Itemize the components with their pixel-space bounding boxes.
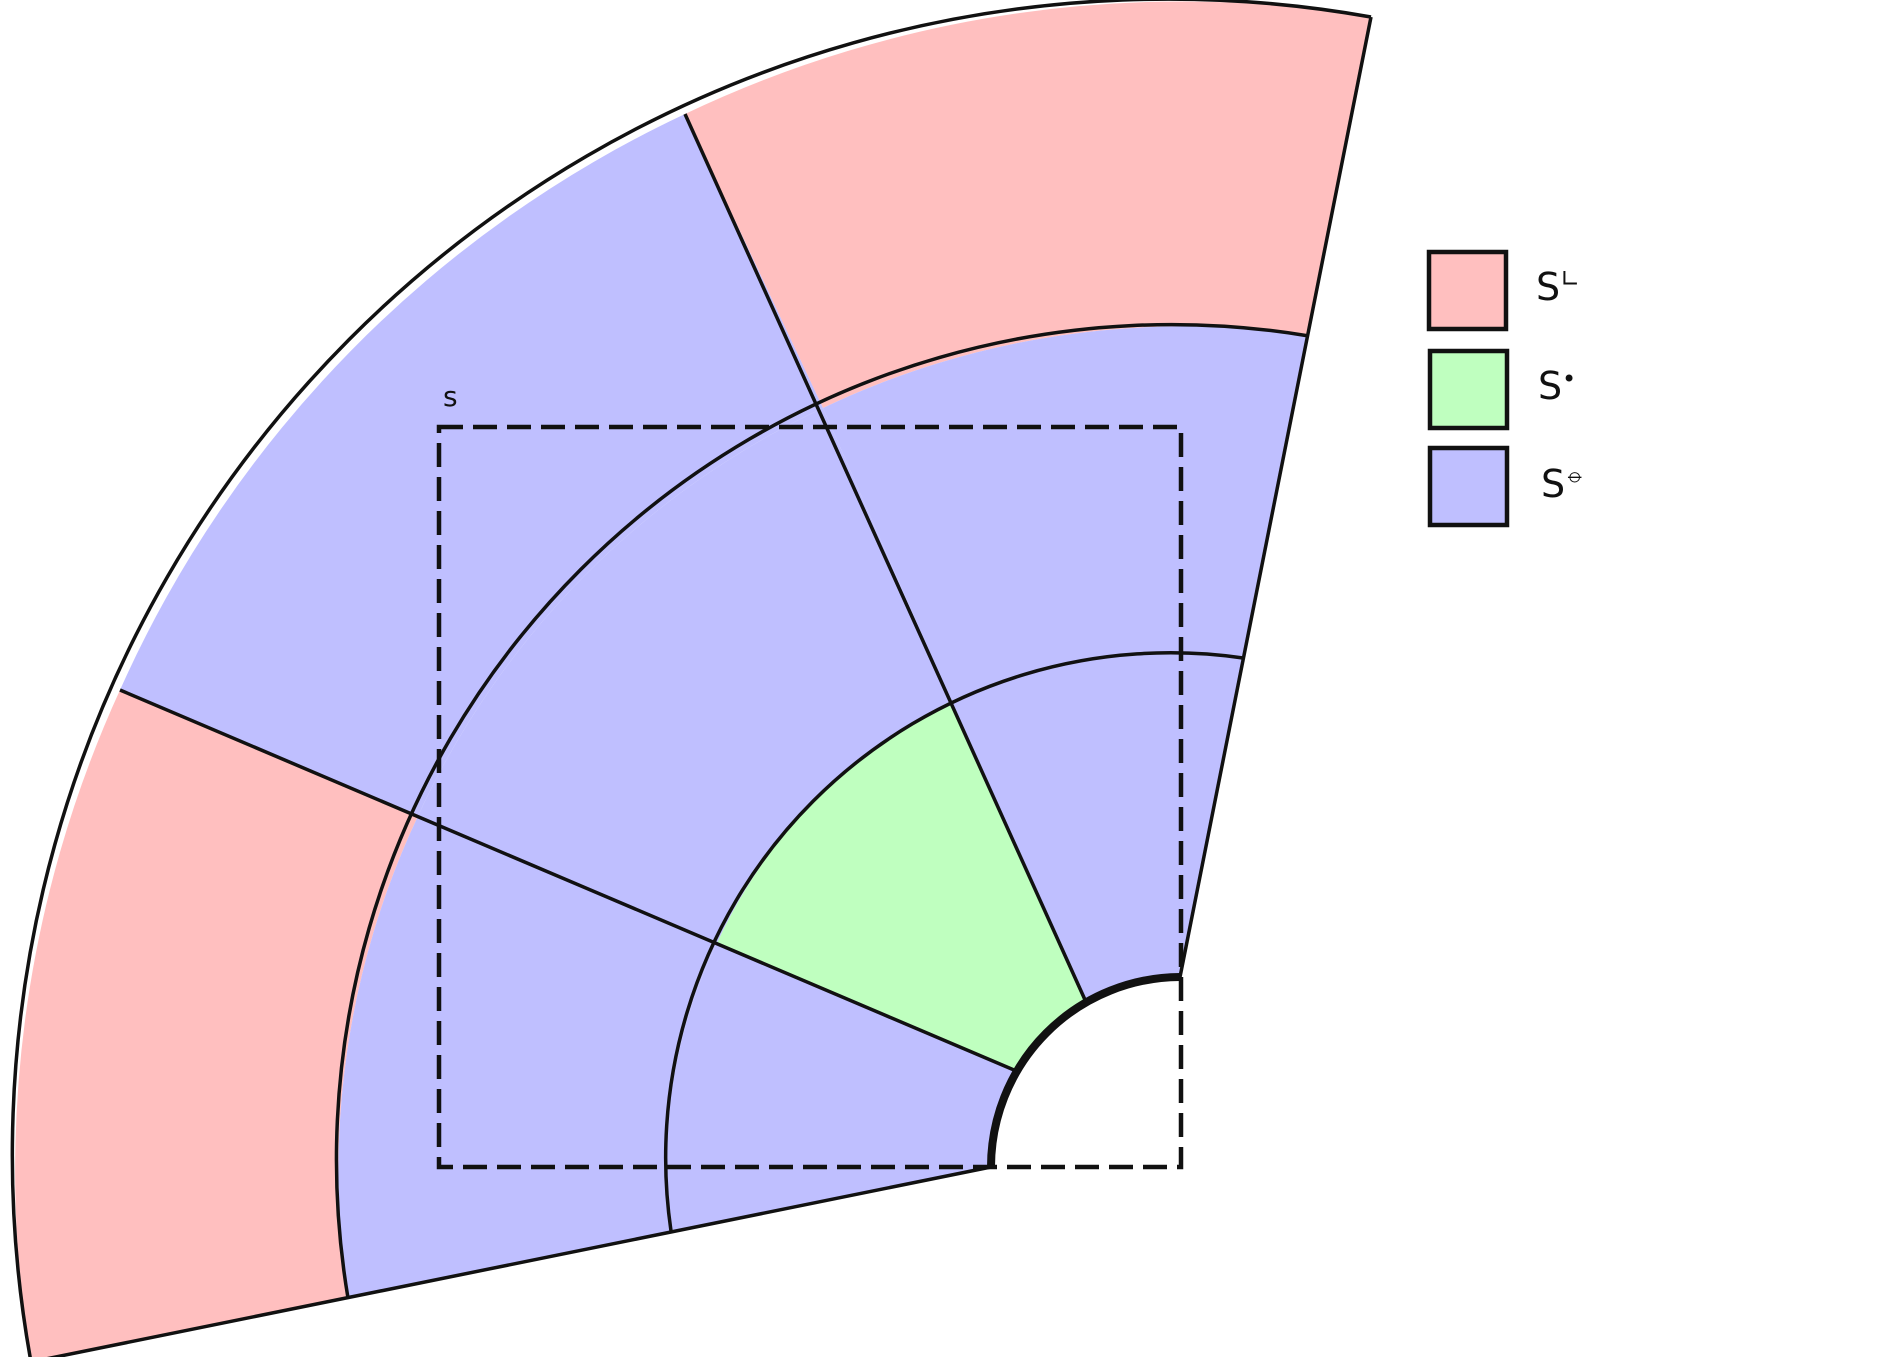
legend-swatch-1	[1427, 348, 1510, 431]
legend-mark-1: •	[1562, 365, 1576, 393]
legend-item-1: S •	[1427, 348, 1576, 431]
box-label: s	[443, 380, 458, 413]
inner-hole-arc	[987, 973, 1181, 1168]
legend-swatch-0	[1426, 249, 1509, 332]
region-center	[717, 701, 1086, 1070]
bottom-edge	[46, 1165, 992, 1357]
middle-arc	[334, 322, 1310, 1299]
legend-mark-2: ⦵	[1565, 460, 1585, 488]
radial-line-upper	[683, 113, 1088, 1003]
outer-arc	[10, 0, 1372, 1357]
region-surround-top-left	[120, 114, 823, 816]
legend-item-2: S ⦵	[1427, 445, 1585, 528]
right-edge	[1178, 16, 1373, 978]
boundary-lines	[10, 0, 1373, 1357]
region-surround-inner-right	[951, 652, 1243, 1002]
radial-line-lower	[119, 688, 1015, 1072]
legend-label-0: S	[1536, 265, 1560, 309]
legend-item-0: S ∟	[1426, 249, 1580, 332]
legend-mark-0: ∟	[1560, 265, 1580, 293]
region-surround-inner-bottom	[666, 943, 1014, 1231]
region-outer-top-right	[685, 1, 1371, 409]
legend-swatch-2	[1427, 445, 1510, 528]
region-surround-middle	[418, 408, 951, 943]
legend: S ∟ S • S ⦵	[1426, 249, 1585, 528]
region-outer-bottom-left	[15, 690, 418, 1357]
legend-label-2: S	[1541, 462, 1565, 506]
inner-arc	[663, 651, 1244, 1232]
region-surround-bottom	[338, 816, 717, 1298]
legend-label-1: S	[1538, 364, 1562, 408]
dashed-box	[436, 424, 1184, 1170]
region-surround-right	[823, 326, 1309, 701]
